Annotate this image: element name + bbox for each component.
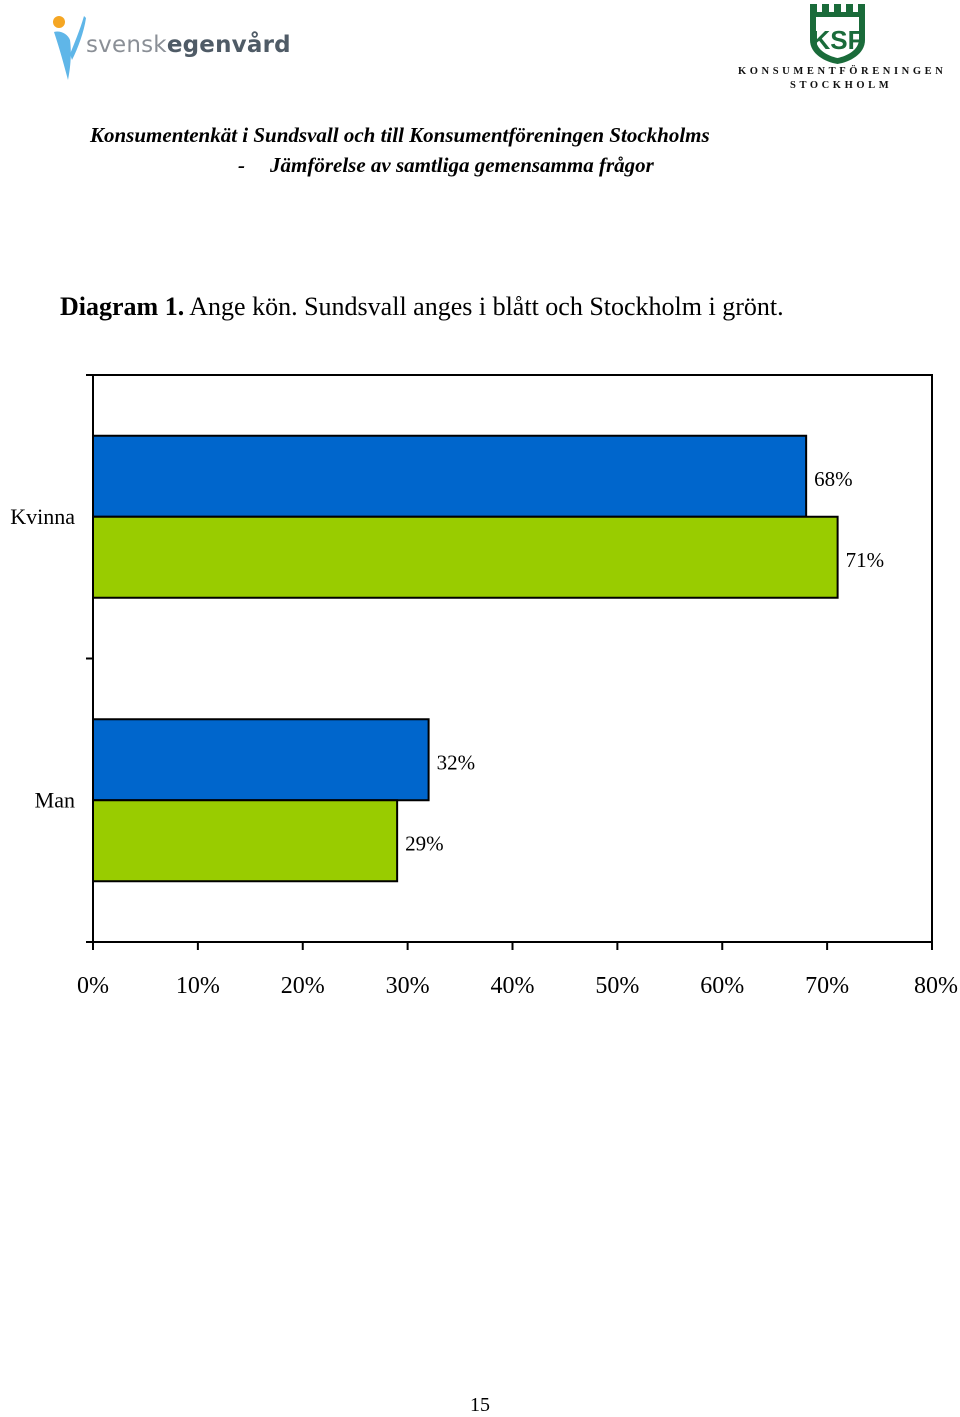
svensk-egenvard-logo: svenskegenvård [50,10,320,85]
category-label: Kvinna [10,504,75,529]
x-axis-tick-label: 60% [700,973,744,999]
brand-name-part2: egenvård [166,32,291,58]
bar [92,434,808,518]
bar [92,799,399,883]
bar-value-label: 68% [814,467,853,491]
title-line1: Konsumentenkät i Sundsvall och till Kons… [90,123,710,147]
ksf-line1: KONSUMENTFÖRENINGEN [738,66,947,77]
x-axis-tick-label: 30% [386,973,430,999]
x-axis-tick-label: 80% [914,973,958,999]
brand-name-part1: svensk [86,32,167,58]
bar [92,515,839,599]
x-axis-tick-label: 10% [176,973,220,999]
title-line2-dash: - [238,153,245,177]
bar [92,718,430,802]
bar-chart: 68% 71% Kvinna 32% 29% Man 0% 10% 20% 30% 40% 50% 60… [10,374,958,999]
page-number: 15 [470,1394,490,1416]
category-label: Man [35,787,75,812]
diagram-caption-label: Diagram 1. [60,292,185,321]
diagram-caption-text: Ange kön. Sundsvall anges i blått och St… [189,292,784,321]
ksf-monogram: KSF [812,25,864,55]
x-axis-tick-label: 40% [491,973,535,999]
brand-name: svenskegenvård [86,32,291,58]
document-title: Konsumentenkät i Sundsvall och till Kons… [90,120,710,180]
ksf-castle-emblem-icon: KSF [810,4,865,64]
ksf-logo: KSF KONSUMENTFÖRENINGEN STOCKHOLM [730,2,945,94]
x-axis-tick-label: 20% [281,973,325,999]
title-line2: Jämförelse av samtliga gemensamma frågor [270,153,654,177]
bar-value-label: 71% [846,548,885,572]
svensk-egenvard-figure-icon [53,16,86,80]
ksf-line2: STOCKHOLM [790,80,893,91]
x-axis-tick-label: 50% [595,973,639,999]
diagram-caption: Diagram 1. Ange kön. Sundsvall anges i b… [60,292,784,322]
title-line2-row: - Jämförelse av samtliga gemensamma frågo… [90,150,710,180]
x-axis-tick-label: 0% [77,973,109,999]
bar-value-label: 29% [405,831,444,855]
x-axis-tick-label: 70% [805,973,849,999]
bar-value-label: 32% [437,750,476,774]
